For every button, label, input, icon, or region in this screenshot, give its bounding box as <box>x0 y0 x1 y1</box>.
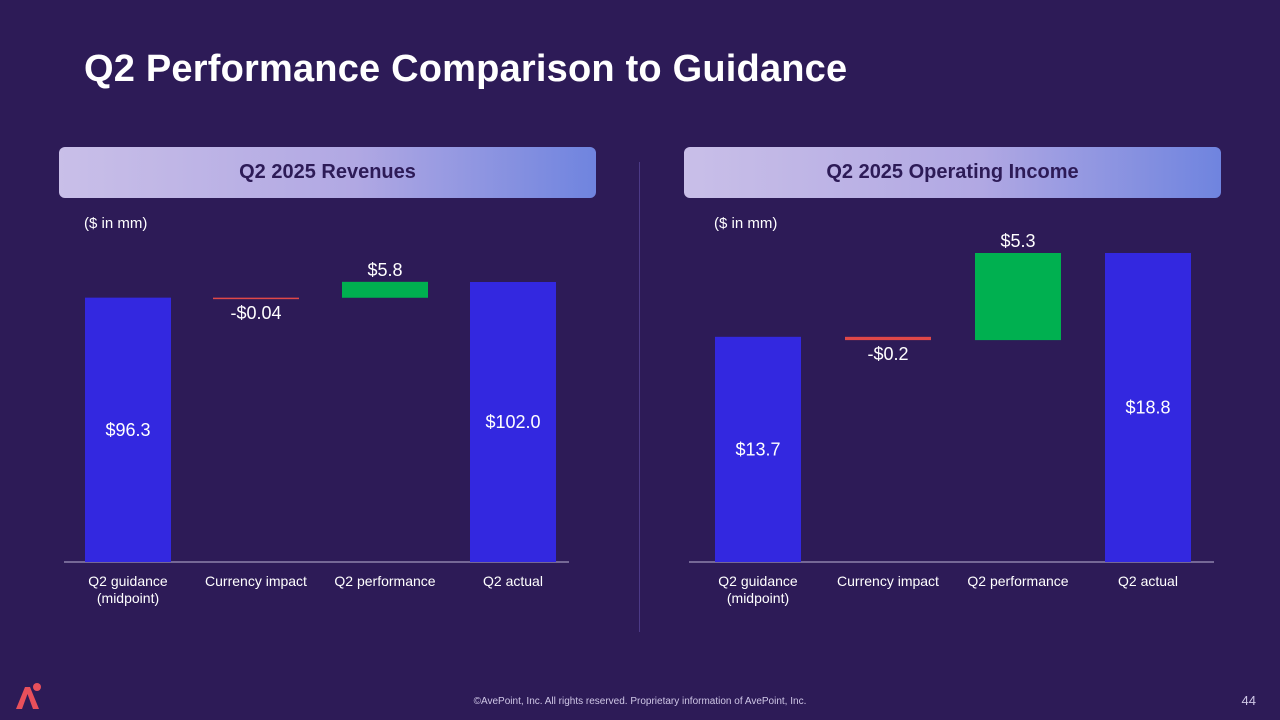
bar-2 <box>213 297 299 300</box>
revenues-waterfall-chart: ($ in mm) $96.3 Q2 guidance (midpoint) -$0.0… <box>64 215 569 606</box>
revenues-panel-header: Q2 2025 Revenues <box>59 147 596 198</box>
data-label-1: $96.3 <box>105 420 150 440</box>
category-label-1: Q2 guidance (midpoint) <box>88 573 168 606</box>
data-label-3: $5.8 <box>367 260 402 280</box>
data-label-2: -$0.2 <box>867 344 908 364</box>
category-label-2: Currency impact <box>837 573 939 589</box>
operating-income-waterfall-chart: ($ in mm) $13.7 Q2 guidance (midpoint) -$0.2… <box>689 215 1214 606</box>
panel-divider <box>639 162 640 632</box>
bar-4 <box>470 282 556 562</box>
bar-1 <box>715 336 801 562</box>
category-label-4: Q2 actual <box>1118 573 1178 589</box>
bar-4 <box>1105 253 1191 562</box>
category-label-2: Currency impact <box>205 573 307 589</box>
bar-2 <box>845 336 931 341</box>
data-label-4: $18.8 <box>1125 398 1170 418</box>
category-label-4: Q2 actual <box>483 573 543 589</box>
bar-1 <box>85 297 171 562</box>
bar-3 <box>342 281 428 298</box>
unit-label: ($ in mm) <box>84 215 147 232</box>
page-title: Q2 Performance Comparison to Guidance <box>84 48 848 90</box>
page-number: 44 <box>1241 693 1256 708</box>
data-label-2: -$0.04 <box>230 303 281 323</box>
operating-income-panel-header: Q2 2025 Operating Income <box>684 147 1221 198</box>
unit-label: ($ in mm) <box>714 215 777 232</box>
data-label-4: $102.0 <box>485 412 540 432</box>
bar-3 <box>975 253 1061 341</box>
category-label-3: Q2 performance <box>967 573 1068 589</box>
data-label-1: $13.7 <box>735 439 780 459</box>
category-label-1: Q2 guidance (midpoint) <box>718 573 798 606</box>
copyright-footer: ©AvePoint, Inc. All rights reserved. Pro… <box>473 696 807 707</box>
avepoint-logo-icon <box>16 683 41 709</box>
data-label-3: $5.3 <box>1000 231 1035 251</box>
category-label-3: Q2 performance <box>334 573 435 589</box>
